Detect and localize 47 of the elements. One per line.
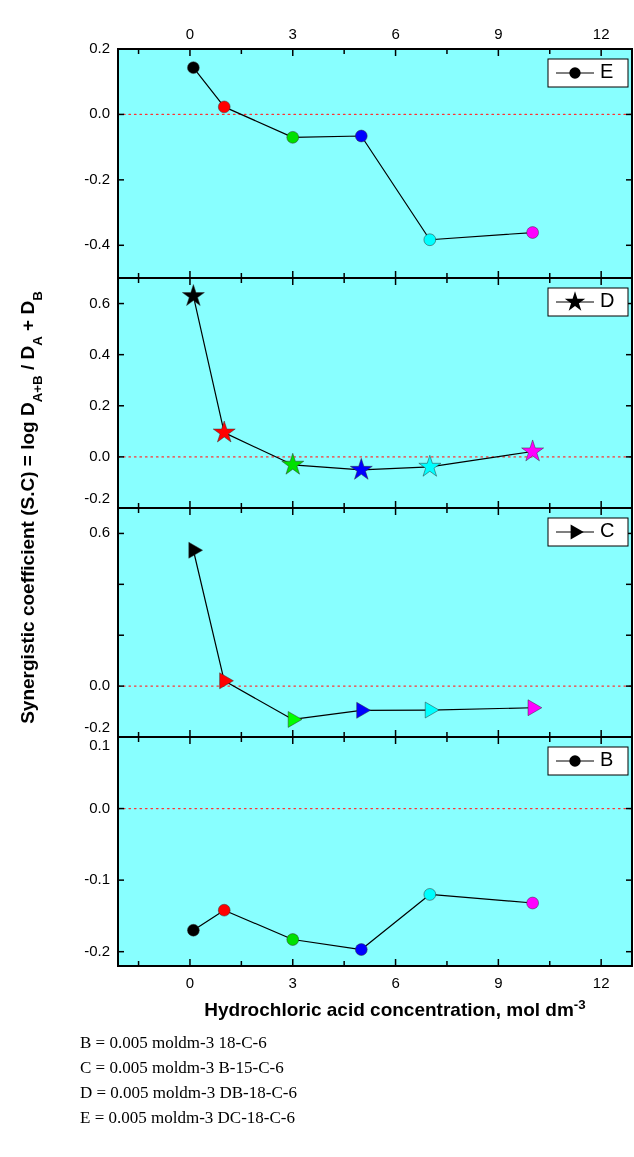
text: D = 0.005 moldm-3 DB-18-C-6 <box>80 1083 297 1102</box>
y-tick-label: 0.4 <box>89 344 110 362</box>
y-tick-label: 0.2 <box>89 395 110 413</box>
y-tick-label: -0.2 <box>84 717 110 735</box>
point <box>521 439 544 462</box>
y-tick-label: -0.4 <box>84 235 110 253</box>
point <box>218 100 231 114</box>
point <box>423 233 436 246</box>
point <box>286 131 299 144</box>
point <box>212 420 236 443</box>
y-tick-label: 0.0 <box>89 104 110 122</box>
x-tick-label: 0 <box>185 974 195 991</box>
y-tick-label: 0.0 <box>89 798 110 816</box>
x-tick-label: 3 <box>288 974 297 991</box>
y-tick-label: 0.0 <box>89 446 110 464</box>
x-tick-label: 12 <box>592 974 610 991</box>
legend-label: D <box>600 289 615 312</box>
x2-tick-label: 3 <box>288 25 297 42</box>
y-tick-label: 0.6 <box>89 293 110 311</box>
text: C = 0.005 moldm-3 B-15-C-6 <box>80 1058 284 1077</box>
y-tick-label: 0.2 <box>89 38 110 56</box>
y-tick-label: -0.2 <box>84 488 110 506</box>
x-tick-label: 6 <box>391 974 400 991</box>
point <box>182 284 205 306</box>
x-tick-label: 9 <box>494 974 503 991</box>
legend-label: C <box>600 519 615 542</box>
x2-tick-label: 0 <box>185 25 195 42</box>
y-tick-label: 0.1 <box>89 735 110 753</box>
legend-label: B <box>600 748 614 771</box>
y-tick-label: 0.0 <box>89 676 110 694</box>
point <box>350 458 373 480</box>
point <box>526 226 539 239</box>
text: E = 0.005 moldm-3 DC-18-C-6 <box>80 1108 295 1127</box>
point <box>355 129 368 143</box>
y-tick-label: -0.1 <box>84 870 110 888</box>
point <box>281 453 304 475</box>
text: B = 0.005 moldm-3 18-C-6 <box>80 1033 267 1052</box>
point <box>187 61 200 74</box>
y-tick-label: -0.2 <box>84 169 110 187</box>
x-axis-title: Hydrochloric acid concentration, mol dm$^{-3}$ <box>204 996 586 1020</box>
legend-label: E <box>600 60 614 83</box>
y-tick-label: -0.2 <box>84 941 110 959</box>
x2-tick-label: 6 <box>391 25 400 42</box>
point <box>418 455 442 477</box>
x2-tick-label: 12 <box>592 25 610 42</box>
x2-tick-label: 9 <box>494 25 503 42</box>
y-tick-label: 0.6 <box>89 523 110 541</box>
